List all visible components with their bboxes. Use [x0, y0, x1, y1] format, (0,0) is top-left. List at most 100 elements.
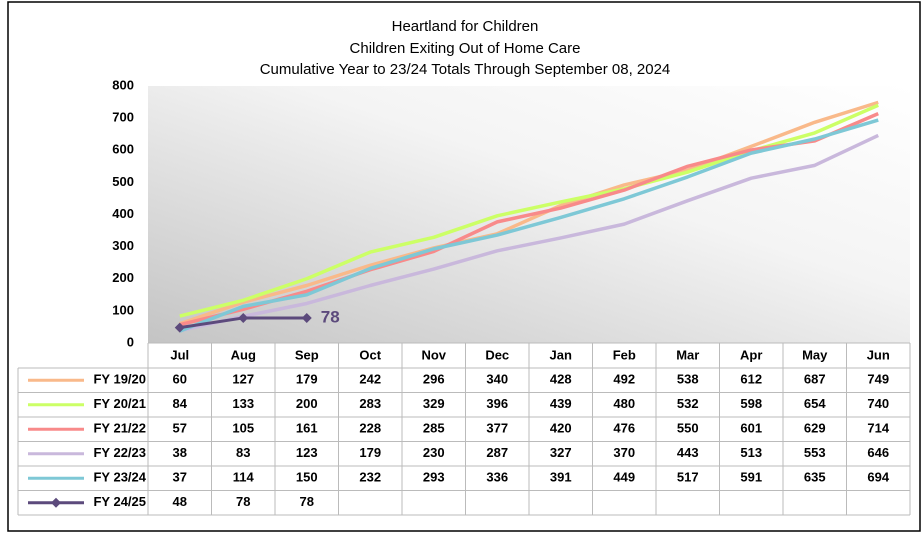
series-marker	[301, 312, 312, 323]
table-cell: 78	[300, 494, 314, 509]
frame	[7, 1, 921, 532]
table-cell: 439	[550, 396, 572, 411]
legend-label: FY 22/23	[93, 445, 146, 460]
table-cell: 553	[804, 445, 826, 460]
table-cell: 476	[613, 421, 635, 436]
table-cell: 396	[486, 396, 508, 411]
table-cell: 38	[173, 445, 187, 460]
table-cell: 114	[233, 470, 255, 485]
table-cell: 230	[423, 445, 445, 460]
chart-subtitle: Children Exiting Out of Home Care	[350, 40, 581, 57]
x-tick-label: Nov	[421, 347, 446, 362]
table-cell: 228	[359, 421, 381, 436]
table-cell: 749	[867, 372, 889, 387]
table-cell: 287	[486, 445, 508, 460]
table-cell: 601	[740, 421, 762, 436]
table-cell: 550	[677, 421, 699, 436]
table-cell: 370	[613, 445, 635, 460]
table-cell: 513	[740, 445, 762, 460]
table-cell: 635	[804, 470, 826, 485]
series-line	[179, 112, 879, 327]
series-marker	[174, 322, 185, 333]
table-cell: 293	[423, 470, 445, 485]
table-cell: 37	[173, 470, 187, 485]
table-cell: 377	[486, 421, 508, 436]
table-cell: 591	[740, 470, 762, 485]
series-line	[179, 100, 879, 326]
table-cell: 443	[677, 445, 699, 460]
series-line	[179, 118, 879, 333]
y-tick-label: 100	[112, 302, 134, 317]
table-cell: 83	[236, 445, 250, 460]
x-tick-label: Jan	[550, 347, 572, 362]
table-cell: 492	[613, 372, 635, 387]
table-cell: 127	[232, 372, 254, 387]
legend-label: FY 21/22	[93, 421, 146, 436]
table-cell: 48	[173, 494, 187, 509]
legend-label: FY 23/24	[93, 470, 146, 485]
x-tick-label: Mar	[676, 347, 699, 362]
y-tick-label: 700	[112, 110, 134, 125]
table-cell: 714	[867, 421, 889, 436]
table-cell: 428	[550, 372, 572, 387]
table-cell: 57	[173, 421, 187, 436]
x-tick-label: Dec	[485, 347, 509, 362]
table-cell: 327	[550, 445, 572, 460]
table-cell: 123	[296, 445, 318, 460]
table-cell: 200	[296, 396, 318, 411]
table-cell: 646	[867, 445, 889, 460]
table-cell: 150	[296, 470, 318, 485]
data-label: 78	[321, 307, 340, 326]
y-tick-label: 600	[112, 142, 134, 157]
table-cell: 654	[804, 396, 826, 411]
table-cell: 242	[359, 372, 381, 387]
table-cell: 336	[486, 470, 508, 485]
x-tick-label: Oct	[359, 347, 381, 362]
table-cell: 78	[236, 494, 250, 509]
table-cell: 296	[423, 372, 445, 387]
table-cell: 480	[613, 396, 635, 411]
table-cell: 84	[173, 396, 188, 411]
table-cell: 161	[296, 421, 318, 436]
table-cell: 232	[359, 470, 381, 485]
legend-marker	[51, 497, 61, 508]
table-cell: 340	[486, 372, 508, 387]
table-cell: 687	[804, 372, 826, 387]
table-cell: 538	[677, 372, 699, 387]
table-cell: 329	[423, 396, 445, 411]
table-cell: 598	[740, 396, 762, 411]
y-tick-label: 400	[112, 206, 134, 221]
y-tick-label: 200	[112, 270, 134, 285]
table-cell: 612	[740, 372, 762, 387]
table-cell: 517	[677, 470, 699, 485]
x-tick-label: Sep	[295, 347, 319, 362]
y-tick-label: 300	[112, 238, 134, 253]
x-tick-label: Apr	[740, 347, 762, 362]
chart-title: Heartland for Children	[392, 18, 539, 35]
table-cell: 179	[359, 445, 381, 460]
table-cell: 179	[296, 372, 318, 387]
legend-label: FY 20/21	[93, 396, 146, 411]
table-cell: 60	[173, 372, 187, 387]
table-cell: 449	[613, 470, 635, 485]
x-tick-label: Aug	[231, 347, 256, 362]
table-cell: 133	[232, 396, 254, 411]
series-marker	[238, 312, 249, 323]
table-cell: 105	[232, 421, 254, 436]
table-cell: 740	[867, 396, 889, 411]
table-cell: 629	[804, 421, 826, 436]
y-tick-label: 0	[127, 334, 134, 349]
series-line	[179, 133, 879, 333]
table-cell: 532	[677, 396, 699, 411]
table-cell: 391	[550, 470, 572, 485]
y-tick-label: 800	[112, 77, 134, 92]
legend-label: FY 24/25	[93, 494, 146, 509]
x-tick-label: Jul	[170, 347, 189, 362]
x-tick-label: Feb	[613, 347, 636, 362]
table-cell: 283	[359, 396, 381, 411]
x-tick-label: Jun	[867, 347, 890, 362]
table-cell: 285	[423, 421, 445, 436]
x-tick-label: May	[802, 347, 828, 362]
y-tick-label: 500	[112, 174, 134, 189]
